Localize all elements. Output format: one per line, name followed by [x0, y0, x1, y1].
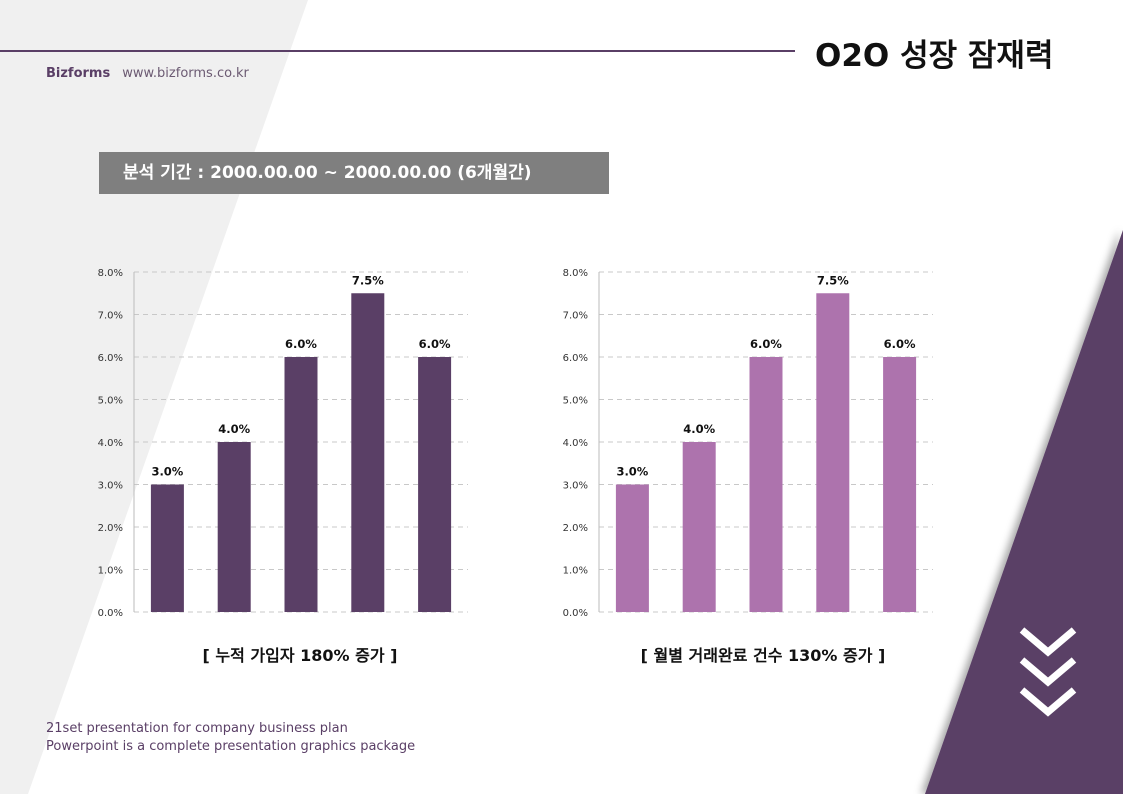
data-label: 4.0%	[683, 422, 715, 436]
data-label: 6.0%	[419, 337, 451, 351]
y-tick-label: 3.0%	[563, 481, 588, 492]
analysis-period: 분석 기간 : 2000.00.00 ~ 2000.00.00 (6개월간)	[99, 152, 609, 194]
gray-diagonal-panel	[0, 0, 308, 794]
data-label: 4.0%	[218, 422, 250, 436]
purple-corner-triangle	[925, 230, 1123, 794]
header-divider	[0, 50, 795, 52]
y-tick-label: 7.0%	[98, 311, 123, 322]
y-tick-label: 2.0%	[563, 523, 588, 534]
y-tick-label: 6.0%	[563, 353, 588, 364]
chart-left: 0.0% 1.0% 2.0% 3.0% 4.0% 5.0% 6.0% 7.0% 8.0% 3.0%…	[98, 268, 468, 619]
y-tick-label: 2.0%	[98, 523, 123, 534]
bar	[150, 484, 184, 612]
bar	[351, 293, 385, 612]
data-label: 6.0%	[285, 337, 317, 351]
y-tick-label: 1.0%	[563, 566, 588, 577]
bar	[615, 484, 649, 612]
data-label: 6.0%	[750, 337, 782, 351]
data-label: 7.5%	[817, 273, 849, 287]
footer: 21set presentation for company business …	[46, 720, 415, 756]
y-tick-label: 0.0%	[98, 608, 123, 619]
data-label: 3.0%	[151, 465, 183, 479]
y-tick-label: 3.0%	[98, 481, 123, 492]
chart-right-caption: [ 월별 거래완료 건수 130% 증가 ]	[640, 646, 886, 665]
data-label: 3.0%	[616, 465, 648, 479]
y-tick-label: 4.0%	[563, 438, 588, 449]
y-tick-label: 5.0%	[98, 396, 123, 407]
footer-line-2: Powerpoint is a complete presentation gr…	[46, 739, 416, 754]
triple-chevron-down-icon	[1019, 627, 1077, 717]
y-tick-label: 6.0%	[98, 353, 123, 364]
bar	[217, 442, 251, 612]
y-tick-label: 4.0%	[98, 438, 123, 449]
bar	[682, 442, 716, 612]
bar	[883, 357, 917, 612]
data-label: 7.5%	[352, 273, 384, 287]
bar	[749, 357, 783, 612]
chart-right: 0.0% 1.0% 2.0% 3.0% 4.0% 5.0% 6.0% 7.0% 8.0% 3.0%…	[563, 268, 933, 619]
y-tick-label: 8.0%	[98, 268, 123, 279]
data-label: 6.0%	[884, 337, 916, 351]
brand-url: www.bizforms.co.kr	[122, 66, 249, 81]
bar	[418, 357, 452, 612]
y-tick-label: 8.0%	[563, 268, 588, 279]
y-tick-label: 0.0%	[563, 608, 588, 619]
y-tick-label: 7.0%	[563, 311, 588, 322]
chart-left-caption: [ 누적 가입자 180% 증가 ]	[202, 646, 398, 665]
footer-line-1: 21set presentation for company business …	[46, 721, 348, 736]
y-tick-label: 5.0%	[563, 396, 588, 407]
bar	[284, 357, 318, 612]
y-tick-label: 1.0%	[98, 566, 123, 577]
brand: Bizforms www.bizforms.co.kr	[46, 66, 249, 81]
brand-name: Bizforms	[46, 66, 111, 81]
page-title: O2O 성장 잠재력	[815, 38, 1054, 74]
bar	[816, 293, 850, 612]
